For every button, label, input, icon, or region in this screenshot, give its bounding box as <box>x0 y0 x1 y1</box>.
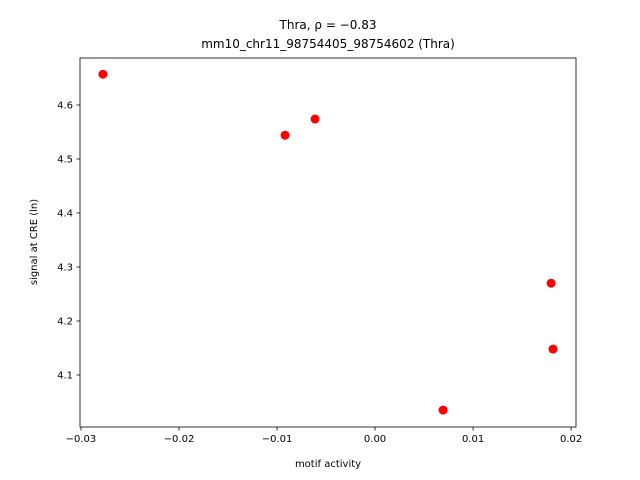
point <box>98 69 108 79</box>
x-tick-label: −0.02 <box>164 434 195 445</box>
point <box>310 114 320 124</box>
point <box>438 405 448 415</box>
y-tick-label: 4.4 <box>57 208 73 219</box>
y-tick-label: 4.6 <box>57 100 73 111</box>
x-tick-label: −0.03 <box>66 434 97 445</box>
y-axis-label: signal at CRE (ln) <box>29 199 40 285</box>
chart-subtitle: mm10_chr11_98754405_98754602 (Thra) <box>201 37 455 51</box>
chart-title: Thra, ρ = −0.83 <box>279 18 377 32</box>
point <box>546 278 556 288</box>
x-tick-label: 0.00 <box>364 434 386 445</box>
point <box>280 130 290 140</box>
y-tick-label: 4.2 <box>57 316 73 327</box>
y-tick-label: 4.3 <box>57 262 73 273</box>
x-tick-label: 0.02 <box>560 434 582 445</box>
x-axis-label: motif activity <box>295 459 361 470</box>
x-tick-label: −0.01 <box>262 434 293 445</box>
y-tick-label: 4.5 <box>57 154 73 165</box>
point <box>548 344 558 354</box>
plot-frame <box>79 57 577 428</box>
x-tick-label: 0.01 <box>462 434 484 445</box>
y-tick-label: 4.1 <box>57 370 73 381</box>
